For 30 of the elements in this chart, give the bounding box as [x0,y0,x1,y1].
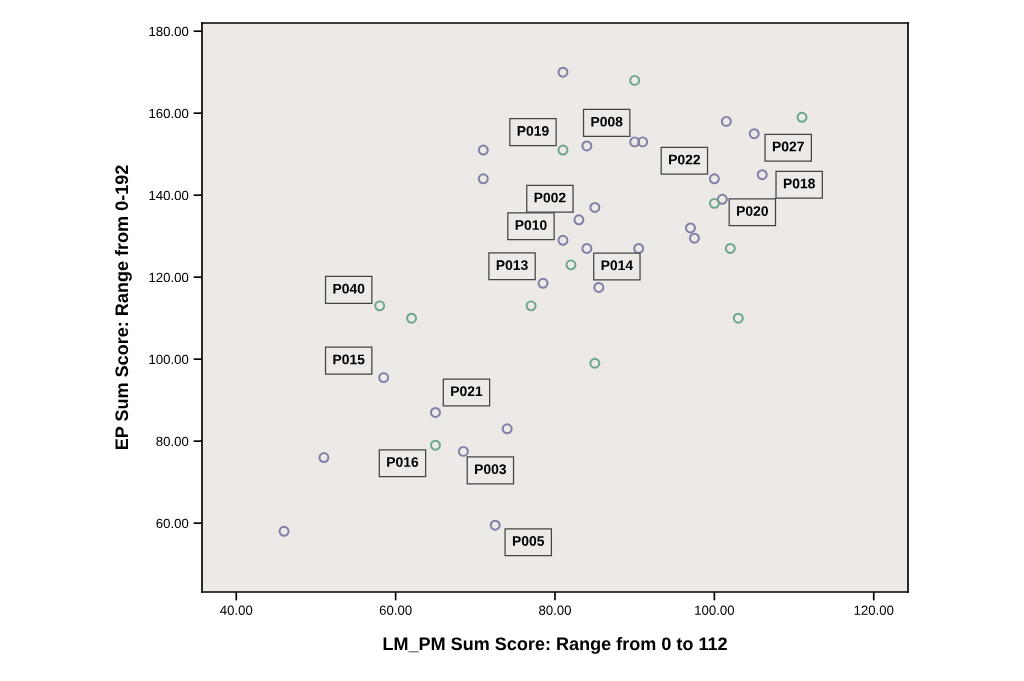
annotation: P021 [451,386,483,397]
x-tick-label: 40.00 [220,605,253,615]
annotation: P027 [772,141,804,152]
y-tick-label: 140.00 [149,190,189,201]
annotation: P015 [333,354,365,365]
x-tick-label: 80.00 [539,605,571,615]
annotation: P003 [475,464,507,475]
x-tick-label: 120.00 [854,605,894,615]
x-tick-label: 100.00 [695,605,735,615]
annotation: P022 [669,154,701,165]
annotation: P016 [387,457,419,467]
y-tick-label: 80.00 [156,436,189,447]
y-axis-title: EP Sum Score: Range from 0-192 [114,165,132,450]
annotation: P008 [591,116,623,127]
y-tick-label: 60.00 [156,518,189,529]
annotation: P019 [517,125,549,136]
annotation: P040 [333,283,365,294]
annotation: P010 [515,220,547,230]
x-tick-label: 60.00 [379,605,412,615]
y-tick-label: 160.00 [149,108,189,119]
annotation: P014 [601,260,634,271]
y-tick-label: 120.00 [149,272,189,283]
annotation: P002 [534,192,566,203]
annotation: P020 [737,206,768,216]
annotation: P005 [512,536,545,546]
x-axis-title: LM_PM Sum Score: Range from 0 to 112 [383,636,727,654]
annotation: P018 [783,178,815,189]
y-tick-label: 100.00 [149,354,189,365]
y-tick-label: 180.00 [149,26,189,37]
annotation: P013 [496,260,528,271]
